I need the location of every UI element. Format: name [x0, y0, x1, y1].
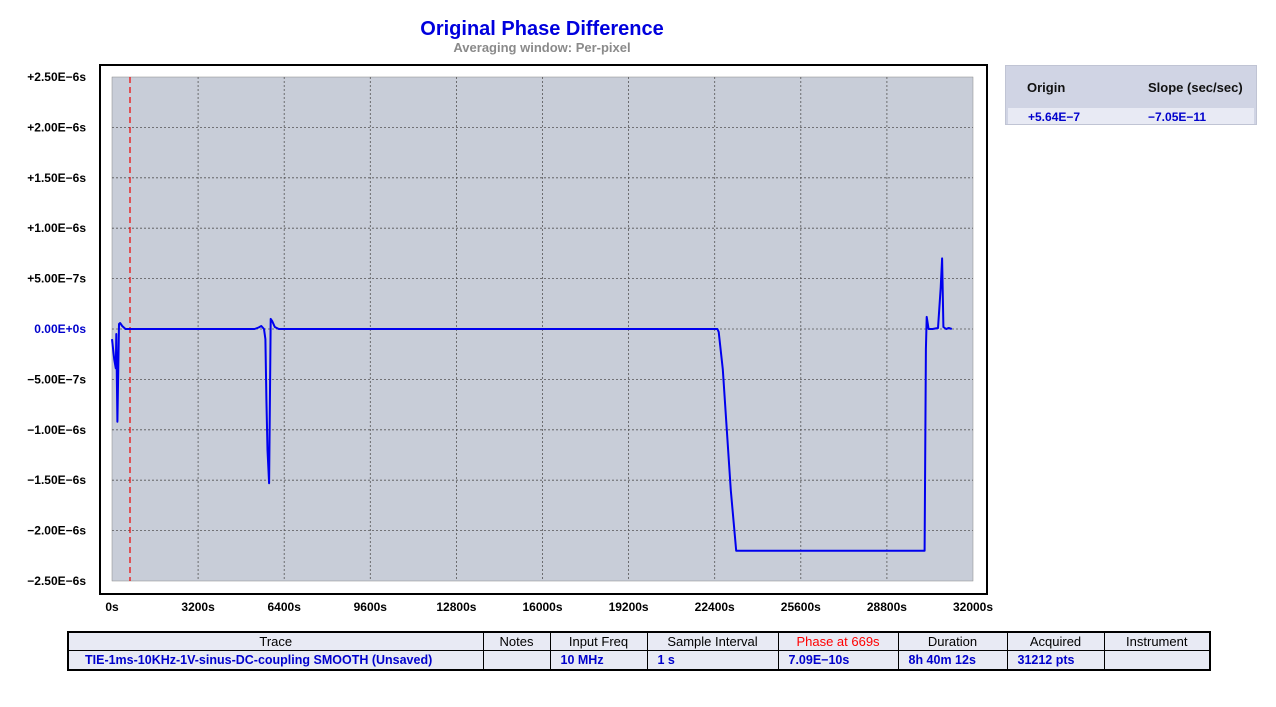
- phase-cell: 7.09E−10s: [777, 650, 899, 671]
- y-tick-label: +2.00E−6s: [27, 120, 86, 134]
- x-tick-label: 19200s: [609, 600, 649, 614]
- phase-column-header[interactable]: Phase at 669s: [777, 631, 899, 651]
- notes-cell[interactable]: [482, 650, 551, 671]
- instrument-cell: [1103, 650, 1211, 671]
- trace-column-header[interactable]: Trace: [67, 631, 484, 651]
- y-tick-label: −1.50E−6s: [27, 473, 86, 487]
- y-tick-label: +1.00E−6s: [27, 221, 86, 235]
- x-tick-label: 3200s: [181, 600, 215, 614]
- origin-value: +5.64E−7: [1028, 110, 1081, 124]
- table-row[interactable]: TIE-1ms-10KHz-1V-sinus-DC-coupling SMOOT…: [67, 650, 1211, 671]
- phase-difference-chart[interactable]: +2.50E−6s +2.00E−6s +1.50E−6s +1.00E−6s +5.0…: [0, 0, 1000, 625]
- x-tick-label: 16000s: [522, 600, 562, 614]
- series-line[interactable]: [111, 257, 953, 552]
- y-tick-label: −2.50E−6s: [27, 574, 86, 588]
- trace-cell[interactable]: TIE-1ms-10KHz-1V-sinus-DC-coupling SMOOT…: [67, 650, 484, 671]
- input-freq-column-header[interactable]: Input Freq: [549, 631, 648, 651]
- chart-title: Original Phase Difference: [420, 18, 664, 40]
- y-tick-label: −1.00E−6s: [27, 423, 86, 437]
- x-tick-label: 9600s: [354, 600, 388, 614]
- y-tick-label: +2.50E−6s: [27, 70, 86, 84]
- regression-values-row: +5.64E−7 −7.05E−11: [1008, 108, 1254, 124]
- origin-header: Origin: [1027, 80, 1066, 95]
- x-tick-label: 22400s: [695, 600, 735, 614]
- acquired-column-header[interactable]: Acquired: [1006, 631, 1105, 651]
- table-header-row: Trace Notes Input Freq Sample Interval P…: [67, 631, 1211, 651]
- y-tick-label: −5.00E−7s: [27, 372, 86, 386]
- slope-value: −7.05E−11: [1148, 110, 1207, 124]
- input-freq-cell: 10 MHz: [549, 650, 648, 671]
- duration-cell: 8h 40m 12s: [897, 650, 1008, 671]
- x-tick-label: 25600s: [781, 600, 821, 614]
- x-tick-label: 12800s: [436, 600, 476, 614]
- instrument-column-header[interactable]: Instrument: [1103, 631, 1211, 651]
- y-tick-label: −2.00E−6s: [27, 524, 86, 538]
- regression-info-panel: Origin Slope (sec/sec) +5.64E−7 −7.05E−1…: [1005, 65, 1257, 125]
- trace-table: Trace Notes Input Freq Sample Interval P…: [67, 631, 1211, 671]
- acquired-cell: 31212 pts: [1006, 650, 1105, 671]
- x-tick-label: 28800s: [867, 600, 907, 614]
- x-tick-label: 32000s: [953, 600, 993, 614]
- slope-header: Slope (sec/sec): [1148, 80, 1243, 95]
- y-tick-label: +1.50E−6s: [27, 171, 86, 185]
- sample-interval-column-header[interactable]: Sample Interval: [646, 631, 779, 651]
- y-tick-label: +5.00E−7s: [27, 272, 86, 286]
- y-tick-label: 0.00E+0s: [34, 322, 86, 336]
- x-tick-label: 0s: [105, 600, 119, 614]
- duration-column-header[interactable]: Duration: [897, 631, 1008, 651]
- sample-interval-cell: 1 s: [646, 650, 779, 671]
- chart-subtitle: Averaging window: Per-pixel: [453, 40, 631, 55]
- x-tick-label: 6400s: [268, 600, 302, 614]
- notes-column-header[interactable]: Notes: [482, 631, 551, 651]
